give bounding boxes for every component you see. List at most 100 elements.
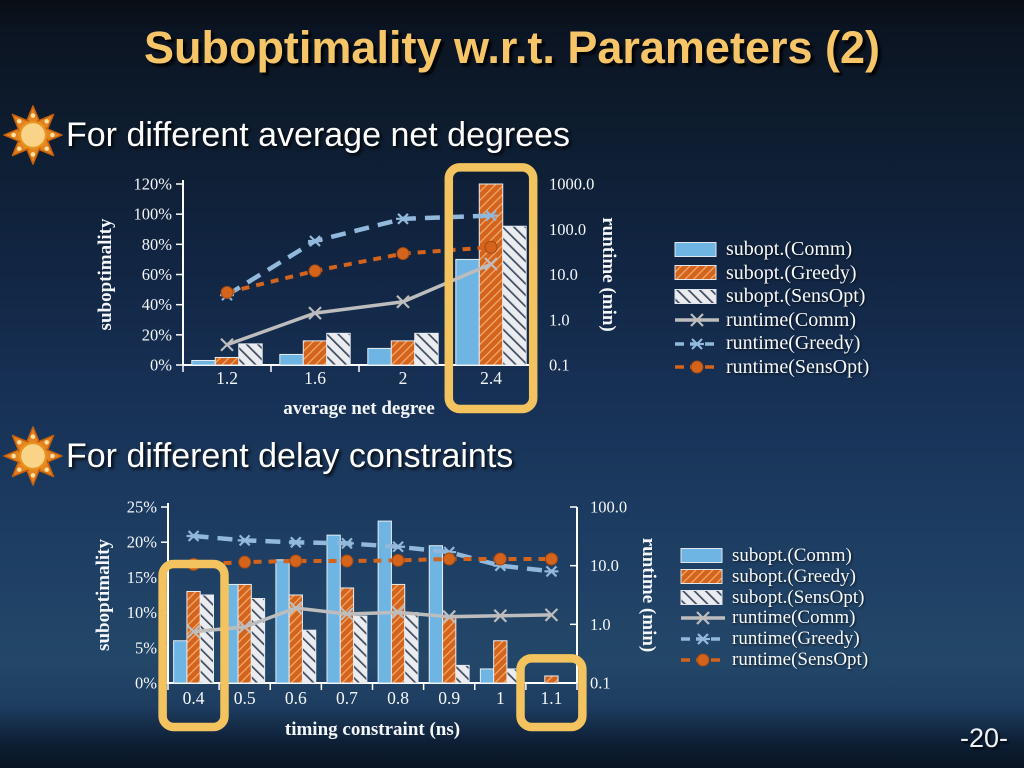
sensopt-line-swatch-icon [681,653,725,667]
legend-label: subopt.(Comm) [726,238,853,261]
legend-item: subopt.(Comm) [680,545,868,567]
y-right-axis-title: runtime (min) [598,217,619,332]
line-comm-line [193,606,552,634]
bar-comm-bar [367,347,392,366]
y-right-axis-title: runtime (min) [638,538,659,653]
line-sensopt-line [226,245,492,295]
comm-bar-swatch-icon [674,241,717,257]
comm-line-swatch-icon [681,611,725,626]
y-right-tick-label: 0.1 [590,674,611,693]
sensopt-line-swatch-icon [675,360,719,374]
y-left-tick-label: 100% [134,205,173,224]
bar-comm-bar [191,359,216,366]
legend-label: subopt.(Greedy) [732,566,856,588]
legend-item: subopt.(SensOpt) [674,285,869,309]
bar-sensopt-bar [199,594,215,684]
legend-label: runtime(Comm) [726,308,856,331]
bar-comm-bar [479,668,495,684]
x-tick-label: 2.4 [480,368,502,388]
bar-comm-bar [326,534,341,684]
legend-label: runtime(SensOpt) [732,648,869,670]
bar-sensopt-bar [455,664,470,684]
bar-greedy-bar [339,587,355,684]
page-title: Suboptimality w.r.t. Parameters (2) [143,22,881,73]
bar-comm-bar [275,559,290,684]
y-right-tick-label: 0.1 [549,356,570,375]
bar-comm-bar [173,640,188,684]
y-left-tick-label: 20% [142,325,173,344]
x-tick-label: 0.7 [336,688,358,708]
legend-item: subopt.(SensOpt) [680,587,868,608]
x-tick-label: 0.6 [285,688,307,708]
y-left-tick-label: 80% [142,235,173,254]
bullet-delay-constraints: For different delay constraints [2,425,513,487]
x-axis-title: average net degree [283,398,435,419]
legend-label: subopt.(SensOpt) [732,586,865,608]
bar-greedy-bar [390,340,416,366]
x-tick-label: 1 [496,688,505,708]
greedy-bar-swatch-icon [674,265,717,281]
highlight-box [444,163,538,414]
y-right-tick-label: 1000.0 [549,175,594,194]
x-axis-title: timing constraint (ns) [285,719,460,740]
sun-bullet-icon [3,105,63,165]
y-right-tick-label: 1.0 [590,615,611,634]
y-right-tick-label: 10.0 [549,265,578,284]
bar-comm-bar [279,353,304,366]
highlight-box [158,559,229,732]
sun-bullet-icon [3,426,63,486]
bar-greedy-bar [478,183,504,366]
bullet-text: For different average net degrees [66,115,571,154]
bar-sensopt-bar [404,612,419,684]
x-tick-label: 1.6 [304,368,326,388]
bar-greedy-bar [493,640,508,684]
y-left-tick-label: 0% [135,674,157,693]
legend-label: runtime(Greedy) [726,332,861,355]
bar-sensopt-bar [353,615,368,684]
legend-item: runtime(Comm) [674,309,869,333]
timing-constraint-chart: 0% 5% 10% 15% 20% 25% 0.1 1.0 10.0 100.0 0.4 0.5 0.6… [95,498,659,741]
sensopt-bar-swatch-icon [680,589,723,605]
sensopt-bar-swatch-icon [674,288,717,304]
y-left-tick-label: 10% [127,603,158,622]
greedy-bar-swatch-icon [680,569,723,585]
bar-sensopt-bar [326,332,351,366]
bar-sensopt-bar [250,598,266,684]
legend-item: runtime(Greedy) [680,628,868,650]
legend-label: runtime(Greedy) [732,628,860,650]
comm-bar-swatch-icon [680,548,723,564]
y-right-tick-label: 1.0 [549,310,570,329]
legend-item: subopt.(Comm) [674,238,869,262]
bar-sensopt-bar [502,225,527,366]
bar-greedy-bar [390,583,406,684]
bar-greedy-bar [544,675,559,684]
legend-label: subopt.(Greedy) [726,261,857,284]
legend-item: runtime(Comm) [680,607,868,629]
x-tick-label: 0.9 [438,688,460,708]
y-left-axis-title: suboptimality [95,218,116,330]
bullet-avg-net-degrees: For different average net degrees [2,104,570,166]
x-tick-label: 1.2 [216,368,238,388]
bullet-text: For different delay constraints [66,436,514,475]
legend-item: runtime(SensOpt) [674,356,869,380]
bar-sensopt-bar [238,343,263,366]
legend-item: subopt.(Greedy) [674,262,869,286]
y-left-tick-label: 5% [135,638,157,657]
y-left-tick-label: 20% [127,533,158,552]
y-left-tick-label: 25% [127,498,158,517]
bar-sensopt-bar [301,629,317,684]
x-tick-label: 0.5 [234,688,256,708]
bar-greedy-bar [442,615,457,684]
y-right-tick-label: 10.0 [590,556,619,575]
x-tick-label: 1.1 [541,688,563,708]
highlight-box [516,654,587,732]
chart2-legend: subopt.(Comm) subopt.(Greedy) subopt.(Sens… [680,545,869,670]
y-right-tick-label: 100.0 [549,220,586,239]
y-left-tick-label: 15% [127,568,158,587]
legend-item: runtime(Greedy) [674,332,869,356]
y-left-tick-label: 120% [134,175,173,194]
bar-greedy-bar [214,356,240,366]
legend-label: subopt.(Comm) [732,545,852,567]
legend-label: runtime(Comm) [732,607,856,629]
line-greedy-line [193,533,552,574]
